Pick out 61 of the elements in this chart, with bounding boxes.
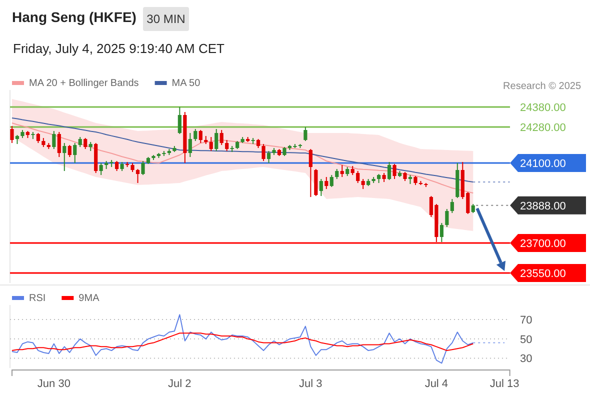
candlestick [392, 164, 396, 180]
candlestick [99, 162, 103, 176]
y-tick-label: 30 [520, 353, 532, 366]
candlestick [68, 144, 72, 158]
candlestick [324, 176, 328, 190]
candlestick [450, 198, 454, 214]
candlestick [387, 162, 392, 180]
candlestick [57, 132, 61, 158]
button: 30 MIN [143, 7, 189, 31]
ref-line-label: 23700.00 [520, 238, 566, 250]
candlestick [198, 130, 202, 144]
annotation: Research © 2025 [503, 81, 582, 92]
y-tick-label: 50 [520, 334, 532, 346]
x-tick-label: Jun 30 [37, 378, 70, 390]
candlestick [319, 178, 323, 196]
ref-line-label: 24380.00 [520, 102, 566, 114]
candlestick [73, 142, 77, 164]
candlestick [330, 174, 334, 188]
ref-line-label: 23888.00 [520, 200, 566, 212]
candlestick [136, 168, 140, 184]
candlestick [356, 170, 360, 184]
candlestick [36, 132, 40, 144]
legend-label: MA 20 + Bollinger Bands [29, 78, 139, 89]
ref-line-label: 24280.00 [520, 122, 566, 134]
legend-label: RSI [29, 293, 46, 304]
candlestick [194, 128, 198, 142]
x-tick-label: Jul 4 [424, 378, 448, 390]
candlestick [115, 160, 119, 172]
candlestick [78, 136, 82, 148]
legend-label: 9MA [78, 293, 100, 304]
candlestick [361, 178, 365, 190]
candlestick [340, 164, 344, 178]
x-tick-label: Jul 3 [299, 378, 322, 390]
candlestick [178, 106, 182, 134]
candlestick [262, 144, 266, 162]
candlestick [209, 136, 213, 152]
candlestick [52, 130, 56, 150]
candlestick [445, 208, 449, 228]
candlestick [220, 130, 224, 146]
candlestick [304, 126, 308, 142]
line-series [12, 314, 474, 364]
candlestick [84, 138, 88, 150]
candlestick [266, 150, 271, 164]
line-series [12, 332, 474, 352]
candlestick [440, 222, 444, 242]
ref-line-label: 23550.00 [520, 268, 566, 280]
chart-subtitle: Friday, July 4, 2025 9:19:40 AM CET [13, 41, 225, 56]
candlestick [335, 168, 339, 180]
candlestick [225, 140, 229, 152]
candlestick [188, 132, 192, 158]
candlestick [141, 160, 145, 176]
candlestick [10, 126, 14, 144]
x-tick-label: Jul 13 [490, 378, 520, 390]
x-tick-label: Jul 2 [168, 378, 192, 390]
candlestick [214, 128, 218, 152]
candlestick [308, 148, 312, 198]
ref-line-label: 24100.00 [520, 158, 566, 170]
y-tick-label: 70 [520, 314, 532, 326]
chart-title: Hang Seng (HKFE) [12, 9, 136, 25]
candlestick [62, 142, 66, 172]
legend-label: MA 50 [172, 78, 201, 89]
